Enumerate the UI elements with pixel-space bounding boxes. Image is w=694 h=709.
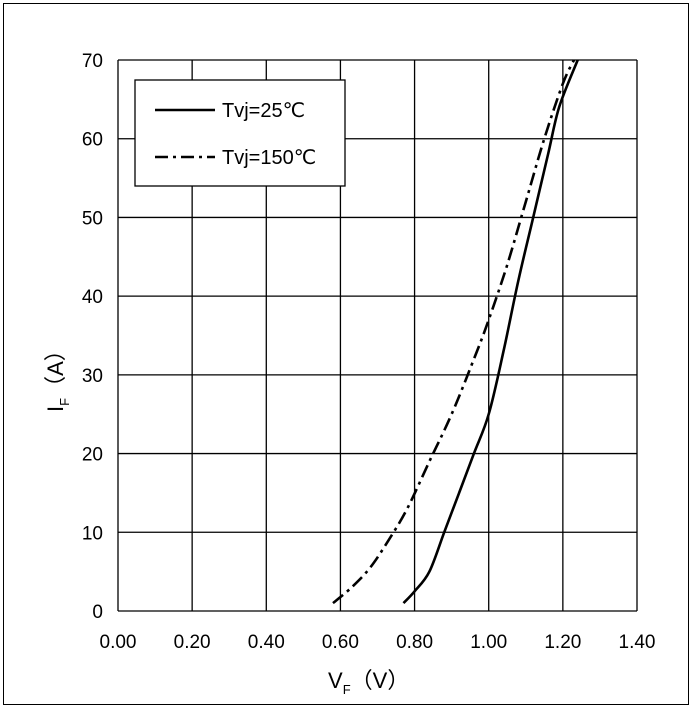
x-axis-label: VF（V） [328, 668, 409, 697]
x-axis-label-main: V [328, 668, 343, 693]
y-tick-label-6: 60 [82, 130, 103, 151]
x-tick-label-1: 0.20 [174, 632, 211, 653]
legend-box [134, 79, 346, 187]
x-tick-label-2: 0.40 [248, 632, 285, 653]
series-layer [332, 59, 579, 605]
y-tick-label-4: 40 [82, 287, 103, 308]
x-tick-label-0: 0.00 [100, 632, 137, 653]
x-axis-label-unit: （V） [351, 668, 410, 693]
y-axis-label-sub: F [57, 398, 72, 406]
x-axis-label-sub: F [343, 682, 351, 697]
legend: Tvj=25℃ Tvj=150℃ [134, 79, 346, 187]
x-tick-label-5: 1.00 [470, 632, 507, 653]
grid [117, 59, 638, 612]
y-tick-label-5: 50 [82, 208, 103, 229]
y-tick-label-0: 0 [92, 602, 103, 623]
x-tick-labels: 0.00 0.20 0.40 0.60 0.80 1.00 1.20 1.40 [100, 632, 656, 653]
legend-label-25: Tvj=25℃ [222, 100, 305, 122]
y-tick-label-7: 70 [82, 51, 103, 72]
chart-frame [3, 3, 689, 705]
legend-label-150: Tvj=150℃ [222, 147, 316, 169]
y-tick-label-1: 10 [82, 523, 103, 544]
y-tick-labels: 0 10 20 30 40 50 60 70 [82, 51, 103, 623]
y-tick-label-2: 20 [82, 445, 103, 466]
x-tick-label-6: 1.20 [544, 632, 581, 653]
y-axis-label-main: I [43, 406, 68, 412]
x-tick-label-4: 0.80 [396, 632, 433, 653]
x-tick-label-3: 0.60 [322, 632, 359, 653]
series-line-1 [332, 59, 576, 605]
y-axis-label-unit: （A） [43, 339, 68, 398]
series-line-0 [402, 59, 579, 605]
y-tick-label-3: 30 [82, 366, 103, 387]
x-tick-label-7: 1.40 [619, 632, 656, 653]
y-axis-label: IF（A） [43, 339, 72, 412]
